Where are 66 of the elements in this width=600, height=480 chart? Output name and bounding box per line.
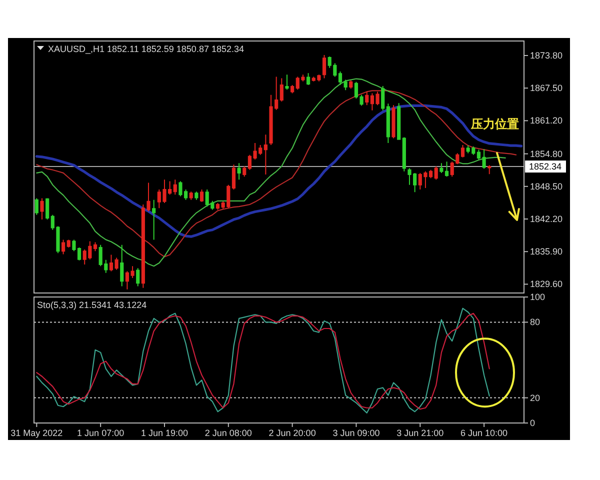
candlestick bbox=[264, 134, 268, 175]
candlestick bbox=[34, 198, 38, 216]
y-tick-label: 1854.80 bbox=[530, 148, 563, 159]
candlestick bbox=[482, 148, 486, 170]
candlestick bbox=[488, 164, 492, 175]
y-tick-label: 1867.50 bbox=[530, 83, 563, 94]
candlestick bbox=[280, 78, 284, 102]
candlestick bbox=[322, 54, 326, 79]
candlestick bbox=[93, 242, 98, 252]
candlestick bbox=[136, 268, 140, 287]
candlestick bbox=[476, 149, 481, 160]
candlestick bbox=[40, 198, 44, 220]
x-tick-label: 3 Jun 21:00 bbox=[396, 428, 444, 438]
y-tick-label: 1835.90 bbox=[530, 246, 563, 257]
chart-title: Sto(5,3,3) 21.5341 43.1224 bbox=[37, 300, 147, 310]
candlestick bbox=[349, 80, 353, 90]
x-tick-label: 6 Jun 10:00 bbox=[460, 428, 508, 438]
y-tick-label: 80 bbox=[530, 317, 540, 328]
y-tick-label: 1873.80 bbox=[530, 50, 563, 60]
x-tick-label: 3 Jun 09:00 bbox=[332, 428, 380, 438]
candlestick bbox=[392, 104, 396, 139]
candlestick bbox=[152, 199, 156, 240]
candlestick bbox=[242, 166, 246, 178]
candlestick bbox=[109, 254, 114, 272]
x-tick-label: 2 Jun 08:00 bbox=[204, 428, 252, 438]
candlestick bbox=[381, 86, 385, 111]
candlestick bbox=[397, 102, 401, 140]
candlestick bbox=[285, 74, 289, 90]
candlestick bbox=[290, 84, 294, 94]
y-tick-label: 100 bbox=[530, 292, 546, 302]
candlestick bbox=[365, 91, 369, 106]
x-tick-label: 31 May 2022 bbox=[10, 428, 63, 438]
candlestick bbox=[306, 72, 310, 86]
candlestick bbox=[114, 257, 118, 270]
chart-title: XAUUSD_,H1 1852.11 1852.59 1850.87 1852.34 bbox=[48, 44, 244, 54]
candlestick bbox=[189, 191, 193, 200]
candlestick bbox=[434, 166, 438, 180]
candlestick bbox=[194, 191, 198, 200]
candlestick bbox=[46, 198, 50, 220]
candlestick bbox=[216, 202, 220, 210]
x-tick-label: 1 Jun 19:00 bbox=[140, 428, 188, 438]
candlestick bbox=[237, 162, 241, 180]
candlestick bbox=[338, 71, 342, 86]
line-series bbox=[35, 104, 523, 238]
candlestick bbox=[460, 144, 465, 158]
candlestick bbox=[360, 94, 364, 106]
candlestick bbox=[232, 164, 236, 190]
y-tick-label: 1848.50 bbox=[530, 181, 563, 192]
candlestick bbox=[120, 244, 124, 287]
x-tick-label: 1 Jun 07:00 bbox=[77, 428, 124, 438]
candlestick bbox=[386, 103, 390, 144]
candlestick bbox=[344, 79, 348, 91]
candlestick bbox=[200, 189, 204, 202]
candlestick bbox=[66, 239, 70, 248]
y-tick-label: 1829.60 bbox=[530, 279, 563, 290]
x-tick-label: 2 Jun 20:00 bbox=[268, 428, 316, 438]
candlestick bbox=[173, 179, 177, 196]
y-tick-label: 0 bbox=[530, 418, 536, 428]
candlestick bbox=[61, 239, 66, 255]
y-tick-label: 20 bbox=[530, 392, 540, 403]
candlestick bbox=[354, 81, 358, 99]
y-tick-label: 1842.20 bbox=[530, 214, 563, 224]
candlestick bbox=[402, 136, 406, 172]
annotation: 压力位置 bbox=[470, 117, 519, 131]
ref-line-label: 1852.34 bbox=[529, 162, 562, 172]
y-tick-label: 1861.20 bbox=[530, 116, 563, 126]
